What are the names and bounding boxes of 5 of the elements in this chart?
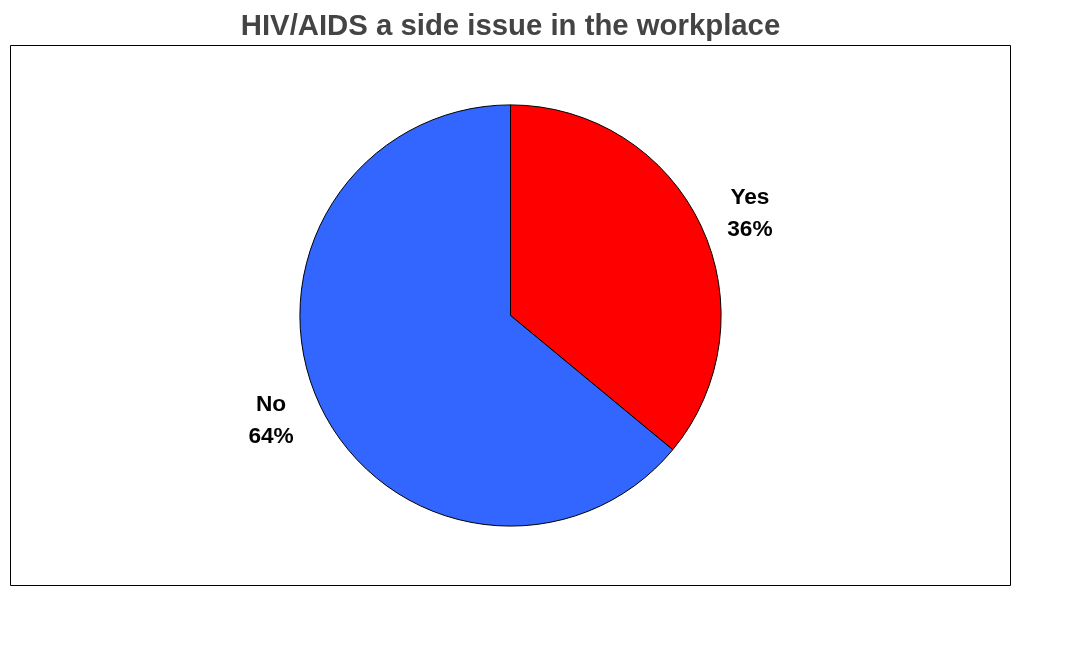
data-label: 64% xyxy=(248,421,294,448)
slice-label: No xyxy=(255,390,287,417)
slice-label: Yes xyxy=(730,183,770,210)
chart-title: HIV/AIDS a side issue in the workplace xyxy=(240,7,781,41)
data-label: 36% xyxy=(727,214,773,241)
